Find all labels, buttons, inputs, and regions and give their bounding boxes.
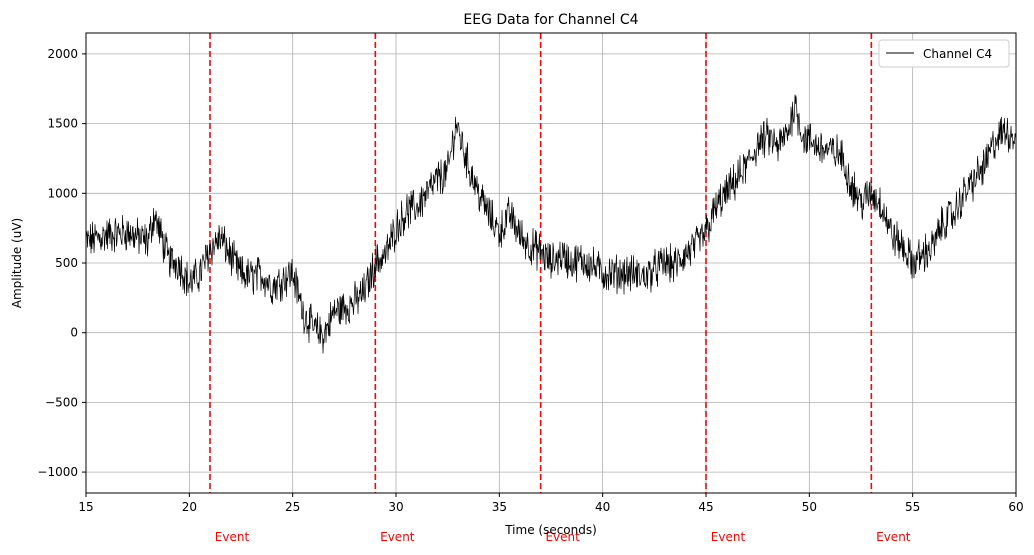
x-tick-label: 30 — [388, 500, 403, 514]
legend: Channel C4 — [878, 39, 1010, 68]
y-tick-label: 1000 — [47, 186, 78, 200]
y-axis-title: Amplitude (uV) — [10, 218, 24, 309]
event-label: Event — [876, 530, 911, 544]
y-tick-label: −500 — [45, 395, 78, 409]
x-tick-label: 20 — [182, 500, 197, 514]
y-tick-label: 1500 — [47, 117, 78, 131]
x-tick-label: 50 — [802, 500, 817, 514]
x-axis-title: Time (seconds) — [504, 523, 597, 537]
legend-box — [878, 39, 1010, 68]
y-tick-label: −1000 — [37, 465, 78, 479]
series-line-channel-c4 — [85, 94, 1017, 354]
event-markers: Event Event Event Event Event — [209, 33, 911, 544]
event-label: Event — [545, 530, 580, 544]
x-tick-label: 35 — [492, 500, 507, 514]
y-tick-label: 500 — [55, 256, 78, 270]
event-label: Event — [380, 530, 415, 544]
event-label: Event — [711, 530, 746, 544]
x-tick-label: 15 — [78, 500, 93, 514]
x-tick-label: 45 — [698, 500, 713, 514]
y-tick-label: 2000 — [47, 47, 78, 61]
event-label: Event — [215, 530, 250, 544]
series-layer — [85, 94, 1017, 354]
x-tick-label: 40 — [595, 500, 610, 514]
x-tick-label: 55 — [905, 500, 920, 514]
x-tick-label: 25 — [285, 500, 300, 514]
y-tick-label: 0 — [70, 326, 78, 340]
x-tick-label: 60 — [1008, 500, 1023, 514]
chart-title: EEG Data for Channel C4 — [463, 12, 638, 28]
ticks: 15 20 25 30 35 40 45 50 55 60 −1000 −500 0 500 1000 150… — [37, 47, 1023, 514]
legend-label: Channel C4 — [923, 47, 992, 61]
